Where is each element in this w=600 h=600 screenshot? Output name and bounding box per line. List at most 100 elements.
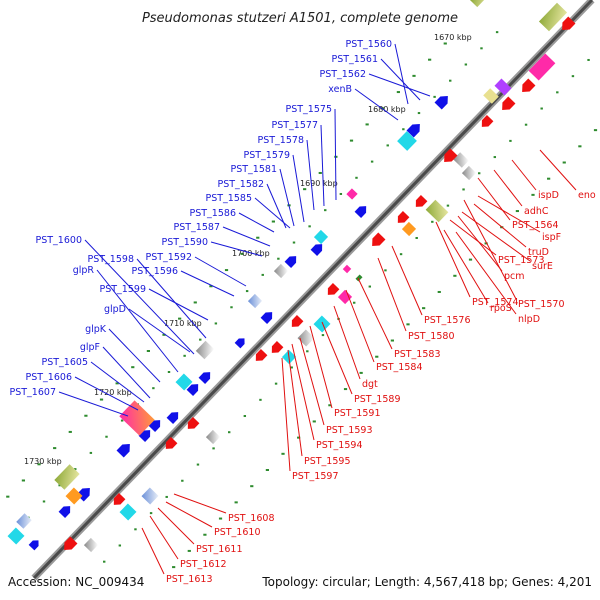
gene-label-reverse: PST_1570 xyxy=(518,299,565,310)
gene-label-forward: PST_1581 xyxy=(231,164,278,175)
gene-block xyxy=(425,199,449,223)
gc-dot xyxy=(355,176,358,179)
gc-dot xyxy=(480,47,483,50)
gene-arrow xyxy=(397,211,410,223)
gc-dot xyxy=(406,323,410,326)
gc-dot xyxy=(339,192,343,195)
gc-dot xyxy=(172,566,176,569)
gene-block xyxy=(342,264,352,274)
gc-dot xyxy=(468,258,473,261)
gc-dot xyxy=(187,549,191,552)
gc-dot xyxy=(368,285,372,288)
gene-arrow xyxy=(434,95,448,110)
gene-block xyxy=(355,274,363,282)
leader-line xyxy=(291,343,315,441)
gene-label-forward: PST_1582 xyxy=(218,179,265,190)
leader-line xyxy=(449,219,497,256)
gc-dot xyxy=(162,333,166,336)
gene-label-forward: PST_1586 xyxy=(190,208,237,219)
leader-line xyxy=(74,376,139,411)
leader-line xyxy=(90,361,145,403)
gc-dot xyxy=(540,107,543,110)
gc-dot xyxy=(250,485,254,488)
leader-line xyxy=(357,277,393,350)
gc-dot xyxy=(261,273,264,276)
gene-label-reverse: PST_1573 xyxy=(498,255,545,266)
gc-dot xyxy=(484,242,488,245)
leader-line xyxy=(345,289,375,363)
gene-arrow xyxy=(260,312,273,324)
gc-dot xyxy=(245,290,249,293)
gc-dot xyxy=(68,430,72,433)
gc-dot xyxy=(449,79,452,82)
leader-line xyxy=(266,183,287,229)
leader-line xyxy=(194,256,247,287)
gc-dot xyxy=(515,210,519,213)
gene-label-forward: PST_1560 xyxy=(346,39,393,50)
gc-dot xyxy=(384,269,387,272)
gc-dot xyxy=(193,301,197,304)
gene-label-reverse: PST_1580 xyxy=(408,331,455,342)
gene-block xyxy=(141,487,159,505)
leader-line xyxy=(180,270,235,297)
gc-dot xyxy=(21,479,26,482)
gc-dot xyxy=(308,225,311,228)
gc-dot xyxy=(6,495,10,498)
gene-label-reverse: PST_1591 xyxy=(334,408,381,419)
gc-dot xyxy=(493,156,497,159)
gene-arrow xyxy=(310,244,323,256)
gc-dot xyxy=(587,58,590,61)
gene-label-forward: glpD xyxy=(104,304,126,315)
leader-line xyxy=(334,108,337,201)
gc-dot xyxy=(390,339,394,342)
gc-dot xyxy=(531,193,535,196)
gene-labels: PST_1560 PST_1561 PST_1562 xenB PST_1575 PST_… xyxy=(10,39,596,585)
gc-dot xyxy=(212,447,215,450)
gc-dot xyxy=(228,431,231,434)
gc-dot xyxy=(509,139,512,142)
gene-label-reverse: pcm xyxy=(504,271,525,282)
tick-label: 1720 kbp xyxy=(94,388,132,397)
leader-line xyxy=(333,305,361,380)
gc-dot xyxy=(134,528,137,531)
gene-block xyxy=(337,289,353,305)
gc-dot xyxy=(149,512,153,515)
map-title: Pseudomonas stutzeri A1501, complete gen… xyxy=(142,11,458,26)
tick-label: 1710 kbp xyxy=(164,319,202,328)
gene-arrow xyxy=(165,437,178,449)
gc-dot xyxy=(328,404,332,407)
leader-line xyxy=(354,88,399,121)
gene-label-forward: glpK xyxy=(85,324,107,335)
leader-line xyxy=(321,321,353,395)
gene-label-reverse: PST_1576 xyxy=(424,315,471,326)
gc-dot xyxy=(343,388,348,391)
gc-dot xyxy=(218,517,223,520)
gene-arrow xyxy=(187,417,200,429)
leader-line xyxy=(368,73,431,97)
gene-label-forward: PST_1579 xyxy=(244,150,291,161)
gene-arrow xyxy=(113,493,126,505)
gene-label-reverse: PST_1595 xyxy=(304,456,351,467)
leader-line xyxy=(320,124,325,207)
gene-arrow xyxy=(327,283,340,295)
gc-dot xyxy=(381,107,385,110)
gene-arrow xyxy=(354,206,367,218)
gc-dot xyxy=(209,285,213,288)
leader-line xyxy=(238,212,275,233)
gc-dot xyxy=(165,495,168,498)
gc-dot xyxy=(53,447,57,450)
gene-label-forward: PST_1598 xyxy=(88,254,135,265)
gc-dot xyxy=(178,317,182,320)
gc-dot xyxy=(412,74,416,77)
gene-label-reverse: PST_1612 xyxy=(180,559,227,570)
gene-arrow xyxy=(64,536,78,551)
tick-label: 1680 kbp xyxy=(368,105,406,114)
gene-block xyxy=(346,188,358,200)
leader-line xyxy=(306,139,315,211)
gc-dot xyxy=(433,95,436,98)
leader-line xyxy=(455,231,517,315)
gc-dot xyxy=(146,350,150,352)
gc-dot xyxy=(74,468,77,471)
gc-dot xyxy=(443,42,447,45)
gc-dot xyxy=(417,112,421,115)
